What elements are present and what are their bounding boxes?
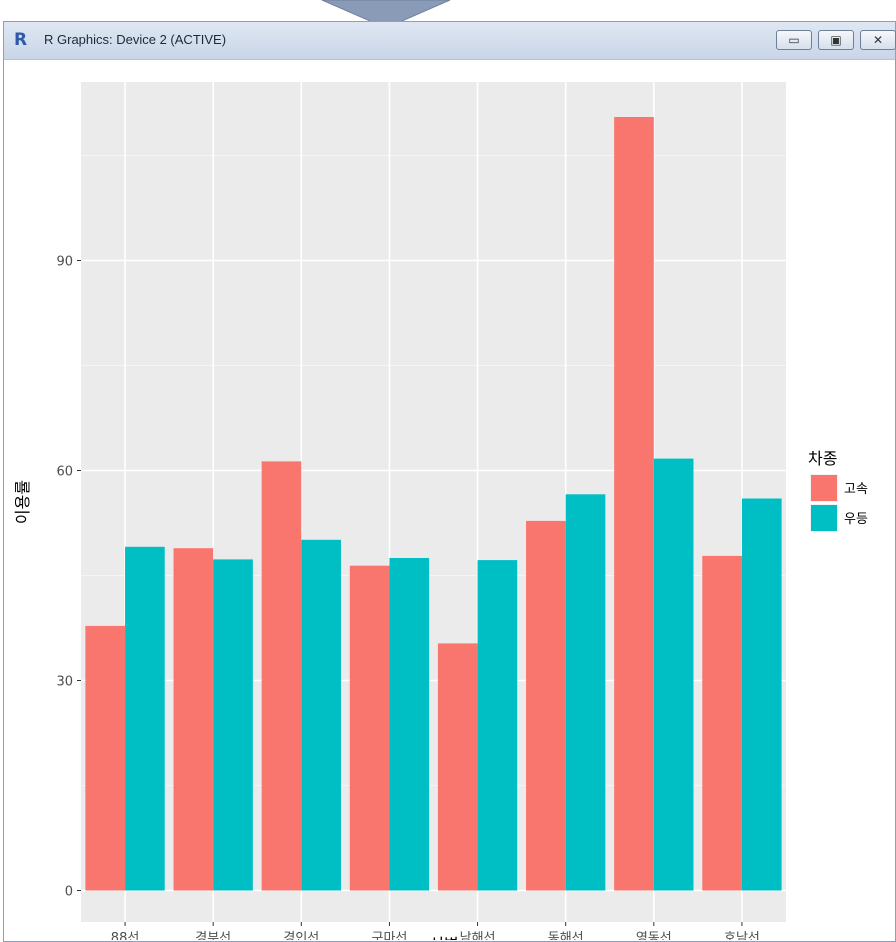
- bar-고속-경인선: [261, 461, 302, 891]
- x-tick-label: 호남선: [724, 931, 760, 940]
- legend-label-고속: 고속: [844, 482, 868, 497]
- legend-label-우등: 우등: [844, 512, 868, 527]
- y-axis-title: 이용률: [13, 480, 32, 524]
- y-tick-label: 60: [56, 465, 73, 480]
- bar-고속-구마선: [349, 565, 390, 891]
- x-axis-title: 선별: [429, 935, 458, 940]
- window-titlebar[interactable]: R R Graphics: Device 2 (ACTIVE) ▭ ▣ ✕: [4, 22, 896, 60]
- bar-우등-구마선: [389, 558, 430, 891]
- bar-우등-영동선: [653, 458, 694, 891]
- x-tick-label: 남해선: [460, 931, 496, 940]
- bar-고속-경부선: [173, 548, 214, 891]
- y-tick-label: 0: [65, 885, 73, 900]
- window-title: R Graphics: Device 2 (ACTIVE): [44, 32, 227, 47]
- x-tick-label: 동해선: [548, 931, 584, 940]
- bar-고속-호남선: [702, 555, 742, 891]
- bar-우등-호남선: [741, 498, 782, 891]
- x-tick-label: 88선: [111, 931, 140, 940]
- y-axis: 0 30 60 90: [56, 255, 81, 900]
- x-tick-label: 경인선: [283, 931, 319, 940]
- x-tick-label: 경부선: [195, 931, 231, 940]
- x-tick-label: 영동선: [636, 931, 672, 940]
- legend-title: 차종: [808, 449, 837, 468]
- bar-우등-남해선: [477, 560, 518, 891]
- bars: [85, 117, 782, 891]
- bar-우등-동해선: [565, 494, 606, 891]
- bar-우등-경부선: [213, 559, 253, 891]
- close-icon: ✕: [872, 33, 884, 47]
- bar-우등-경인선: [301, 539, 341, 891]
- bar-고속-88선: [85, 625, 126, 891]
- maximize-button[interactable]: ▣: [818, 30, 854, 50]
- y-tick-label: 90: [56, 255, 73, 270]
- top-decoration: [321, 0, 451, 29]
- y-tick-label: 30: [56, 675, 73, 690]
- legend-key-고속: [811, 475, 837, 501]
- legend-key-우등: [811, 505, 837, 531]
- bar-고속-남해선: [437, 643, 478, 891]
- bar-우등-88선: [125, 546, 165, 891]
- maximize-icon: ▣: [830, 33, 842, 47]
- x-axis: 88선 경부선 경인선 구마선 남해선 동해선 영동선 호남선: [111, 922, 760, 940]
- close-button[interactable]: ✕: [860, 30, 896, 50]
- x-tick-label: 구마선: [371, 931, 407, 940]
- bar-고속-영동선: [614, 117, 654, 891]
- graphics-window: R R Graphics: Device 2 (ACTIVE) ▭ ▣ ✕ 0 3…: [3, 21, 896, 942]
- minimize-button[interactable]: ▭: [776, 30, 812, 50]
- bar-고속-동해선: [526, 520, 566, 891]
- r-logo-icon: R: [14, 30, 28, 50]
- minimize-icon: ▭: [788, 33, 800, 47]
